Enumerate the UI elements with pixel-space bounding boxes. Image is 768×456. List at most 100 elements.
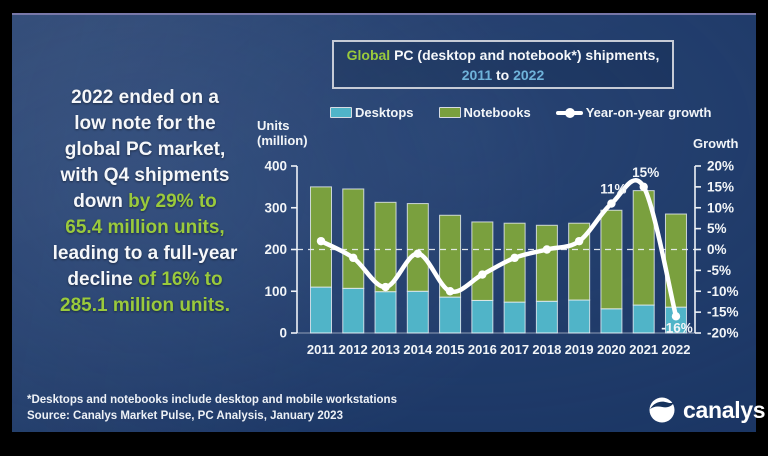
bar-2020-notebooks xyxy=(600,209,623,310)
text-segment: 2022 ended on a xyxy=(71,87,219,108)
left-axis-tick-label: 400 xyxy=(264,159,287,174)
x-axis-label-2018: 2018 xyxy=(532,342,561,357)
bar-2014-notebooks xyxy=(406,203,429,292)
bar-2016-notebooks xyxy=(471,221,494,301)
left-axis-tick-label: 0 xyxy=(279,326,287,341)
callout-line: decline of 16% to xyxy=(30,267,260,293)
point-label-2021: 15% xyxy=(632,165,659,180)
text-segment: down xyxy=(73,191,129,212)
bar-2011-desktops xyxy=(310,286,332,334)
text-segment: leading to a full-year xyxy=(52,243,238,264)
text-segment: global PC market, xyxy=(64,139,226,160)
legend-label: Notebooks xyxy=(463,105,531,120)
shipments-combo-chart: 400 300 200 100 0 20% 15% 10% 5% 0% -5% -10% -15% -20… xyxy=(264,159,739,358)
point-label-2020: 11% xyxy=(600,182,626,197)
right-axis-tick-label: -5% xyxy=(707,263,731,278)
text-segment: 285.1 million units. xyxy=(60,295,230,316)
bar-2012-desktops xyxy=(342,287,365,334)
legend-item-desktops: Desktops xyxy=(330,105,414,120)
footer: *Desktops and notebooks include desktop … xyxy=(27,392,397,424)
legend-item-notebooks: Notebooks xyxy=(438,105,531,120)
bar-2013-desktops xyxy=(374,291,397,334)
text-segment: to xyxy=(492,66,514,83)
canalys-logo-icon xyxy=(649,397,675,423)
text-segment: 2022 xyxy=(513,66,545,83)
right-axis-title: Growth xyxy=(693,136,739,151)
callout-line: with Q4 shipments xyxy=(30,163,260,189)
bar-2014-desktops xyxy=(406,290,429,334)
x-axis-label-2017: 2017 xyxy=(500,342,529,357)
left-axis-title: Units (million) xyxy=(257,118,308,148)
growth-point-2013 xyxy=(381,282,390,292)
legend-label: Desktops xyxy=(355,105,414,120)
source-line: Source: Canalys Market Pulse, PC Analysi… xyxy=(27,410,343,422)
chart-title-box: Global PC (desktop and notebook*) shipme… xyxy=(332,40,674,89)
desktop-swatch-icon xyxy=(330,107,352,118)
right-axis-tick-label: 5% xyxy=(707,221,727,236)
growth-point-2019 xyxy=(574,236,584,246)
bar-2015-desktops xyxy=(439,296,462,334)
notebook-swatch-icon xyxy=(438,107,461,118)
x-axis-label-2019: 2019 xyxy=(565,342,594,357)
growth-point-2016 xyxy=(478,270,487,279)
callout-line: down by 29% to xyxy=(30,189,260,215)
growth-point-2011 xyxy=(316,236,326,246)
callout-line: leading to a full-year xyxy=(30,241,260,267)
right-axis-tick-label: -20% xyxy=(707,326,739,341)
text-segment: of 16% to xyxy=(138,269,223,290)
right-axis-tick-label: 0% xyxy=(707,242,727,257)
left-axis-tick-label: 100 xyxy=(264,284,287,299)
text-segment: low note for the xyxy=(74,113,216,134)
growth-point-2020 xyxy=(607,199,616,208)
bar-2012-notebooks xyxy=(342,188,365,289)
growth-point-2017 xyxy=(510,253,519,263)
canalys-logo-text: canalys xyxy=(683,396,766,423)
chart-legend: Desktops Notebooks Year-on-year growth xyxy=(330,105,711,120)
right-axis-tick-label: 20% xyxy=(707,159,734,174)
bar-2018-notebooks xyxy=(535,224,558,302)
right-axis-tick-label: -15% xyxy=(707,305,739,320)
callout-line: 65.4 million units, xyxy=(30,215,260,241)
left-axis-tick-label: 200 xyxy=(264,242,287,257)
bar-2015-notebooks xyxy=(439,214,462,298)
text-segment: by 29% to xyxy=(128,191,217,212)
growth-point-2021 xyxy=(639,182,648,192)
canalys-logo: canalys xyxy=(648,396,766,424)
left-axis-title-line-2: (million) xyxy=(257,133,308,148)
right-axis-tick-label: 15% xyxy=(707,179,734,194)
x-axis-label-2012: 2012 xyxy=(339,342,368,357)
text-segment: 2011 xyxy=(461,66,493,83)
left-axis-title-line-1: Units xyxy=(257,118,290,133)
point-label-2022: -16% xyxy=(661,320,693,335)
bar-2020-desktops xyxy=(600,308,623,334)
bar-2016-desktops xyxy=(471,299,494,334)
left-axis-tick-label: 300 xyxy=(264,200,287,215)
chart-title-line-2: 2011 to 2022 xyxy=(462,65,545,85)
x-axis-label-2020: 2020 xyxy=(597,342,626,357)
right-axis-tick-label: -10% xyxy=(707,284,739,299)
x-axis-label-2021: 2021 xyxy=(629,342,658,357)
x-axis-label-2014: 2014 xyxy=(403,342,433,357)
x-axis-label-2013: 2013 xyxy=(371,342,400,357)
x-axis-label-2015: 2015 xyxy=(436,342,465,357)
text-segment: Global xyxy=(346,46,395,63)
right-axis-tick-label: 10% xyxy=(707,200,734,215)
callout-line: 285.1 million units. xyxy=(30,293,260,319)
bar-2017-desktops xyxy=(503,301,526,334)
bar-2019-desktops xyxy=(568,299,591,334)
bar-2018-desktops xyxy=(535,300,558,334)
footnote: *Desktops and notebooks include desktop … xyxy=(27,394,397,406)
line-marker-dot xyxy=(564,107,575,118)
text-segment: decline xyxy=(67,269,139,290)
callout-line: global PC market, xyxy=(30,137,260,163)
text-segment: with Q4 shipments xyxy=(60,165,230,186)
slide-background: Global PC (desktop and notebook*) shipme… xyxy=(12,13,766,432)
x-axis-label-2011: 2011 xyxy=(307,342,335,357)
line-marker-icon xyxy=(555,107,583,118)
x-axis-label-2022: 2022 xyxy=(662,342,691,357)
callout-line: 2022 ended on a xyxy=(30,85,260,111)
text-segment: PC (desktop and notebook*) shipments, xyxy=(394,46,660,63)
growth-point-2018 xyxy=(542,245,552,254)
growth-point-2022 xyxy=(671,312,681,321)
callout-line: low note for the xyxy=(30,111,260,137)
